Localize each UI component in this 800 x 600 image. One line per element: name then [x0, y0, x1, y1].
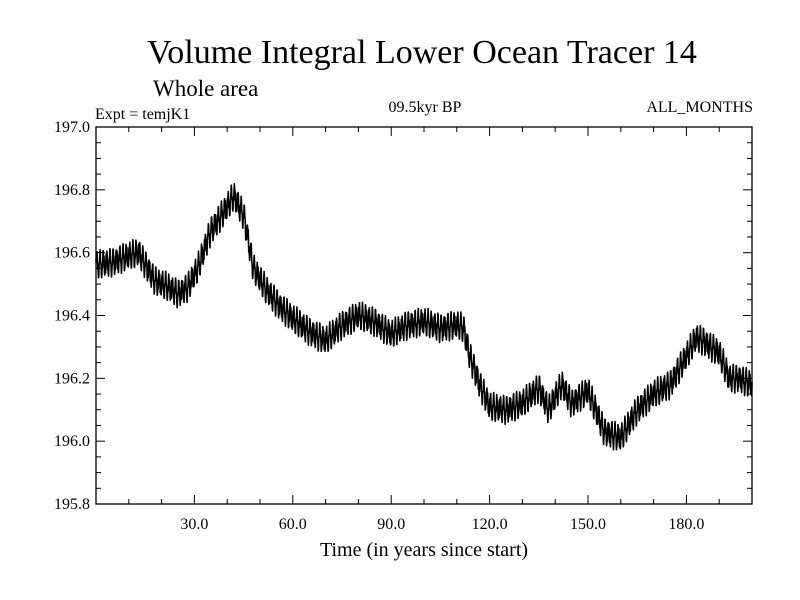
x-axis-label: Time (in years since start) — [320, 539, 528, 561]
x-tick-label: 90.0 — [377, 516, 405, 533]
experiment-label: Expt = temjK1 — [95, 106, 190, 123]
y-tick-label: 196.6 — [54, 245, 90, 262]
x-tick-label: 60.0 — [279, 516, 307, 533]
y-tick-label: 196.0 — [54, 433, 90, 450]
chart-title: Volume Integral Lower Ocean Tracer 14 — [147, 34, 697, 71]
ticks — [95, 126, 753, 505]
x-tick-label: 120.0 — [472, 516, 508, 533]
months-label: ALL_MONTHS — [646, 99, 753, 116]
x-tick-label: 150.0 — [570, 516, 606, 533]
chart-subtitle: Whole area — [153, 76, 258, 101]
x-tick-label: 180.0 — [668, 516, 704, 533]
y-tick-label: 196.2 — [54, 370, 90, 387]
y-tick-label: 195.8 — [54, 496, 90, 513]
plot-area — [95, 183, 753, 451]
y-tick-label: 196.8 — [54, 182, 90, 199]
tick-labels: 30.0 60.0 90.0 120.0 150.0 180.0 195.8 196.0 196… — [54, 119, 704, 533]
y-tick-label: 196.4 — [54, 308, 90, 325]
y-tick-label: 197.0 — [54, 119, 90, 136]
period-label: 09.5kyr BP — [389, 99, 462, 116]
x-tick-label: 30.0 — [180, 516, 208, 533]
series-line — [95, 183, 753, 451]
